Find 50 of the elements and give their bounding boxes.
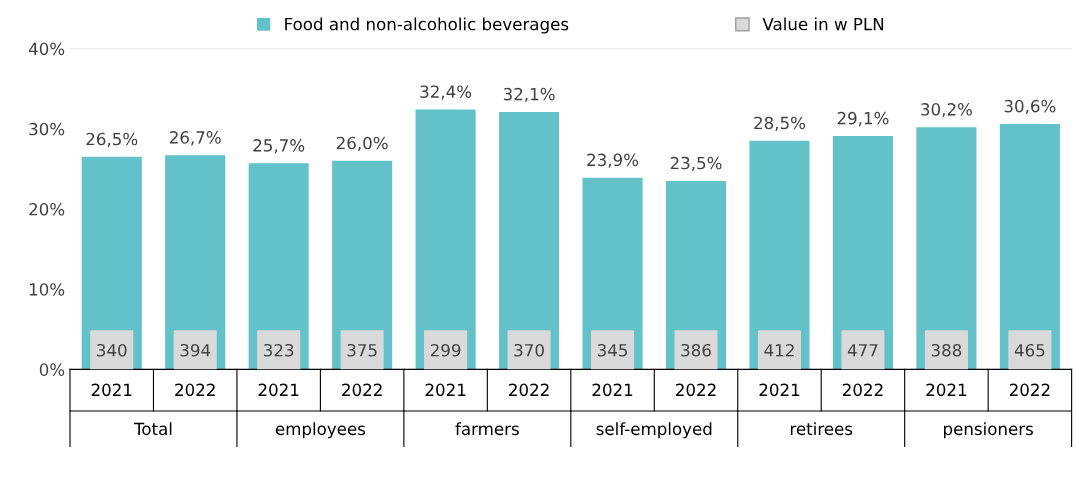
data-label: 30,2%: [921, 103, 972, 118]
x-tick-label: 2021: [258, 383, 299, 397]
x-tick-label: 2022: [1009, 383, 1050, 397]
legend-label: Food and non-alcoholic beverages: [285, 17, 569, 34]
data-label: 26,7%: [169, 131, 221, 146]
x-tick-label: 2022: [842, 383, 883, 397]
data-label: 32,1%: [503, 87, 555, 103]
data-label: 23,5%: [670, 156, 722, 172]
text: Total: [133, 422, 172, 436]
y-tick-label: 0%: [39, 363, 65, 376]
data-label: 29,1%: [837, 111, 889, 127]
x-tick-label: 2021: [592, 383, 633, 397]
bar: [415, 109, 476, 370]
text: self-employed: [596, 422, 712, 439]
x-tick-label: 2022: [342, 383, 382, 397]
x-tick-label: 2021: [759, 383, 800, 397]
data-label: 26,5%: [86, 132, 138, 147]
text: 345: [597, 343, 627, 357]
text: 370: [514, 343, 544, 357]
text: 412: [764, 343, 794, 357]
text: 340: [97, 343, 127, 357]
x-tick-label: 2022: [676, 383, 716, 397]
data-label: 30,6%: [1004, 99, 1056, 115]
y-tick-label: 10%: [29, 283, 65, 296]
x-tick-label: 2022: [509, 383, 549, 397]
y-tick-label: 40%: [28, 42, 65, 56]
x-tick-label: 2022: [175, 383, 215, 397]
data-label: 32,4%: [420, 85, 472, 100]
text: pensioners: [944, 422, 1033, 439]
text: 299: [430, 343, 461, 357]
text: 388: [931, 343, 962, 357]
x-tick-label: 2021: [91, 383, 132, 397]
text: 477: [847, 344, 878, 357]
data-label: 23,9%: [587, 153, 639, 168]
x-tick-label: 2021: [926, 383, 967, 397]
y-tick-label: 20%: [29, 202, 65, 216]
y-tick-label: 30%: [29, 122, 65, 136]
text: 386: [681, 343, 711, 357]
text: 394: [180, 343, 211, 357]
text: retirees: [790, 422, 853, 436]
legend-label: Value in w PLN: [762, 17, 884, 31]
text: 465: [1014, 343, 1045, 357]
text: farmers: [455, 422, 519, 436]
x-tick-label: 2021: [425, 383, 466, 397]
text: 323: [264, 343, 294, 357]
data-label: 25,7%: [253, 139, 305, 154]
text: employees: [275, 422, 366, 439]
data-label: 26,0%: [336, 136, 388, 151]
text: 375: [347, 343, 377, 357]
data-label: 28,5%: [754, 116, 806, 131]
